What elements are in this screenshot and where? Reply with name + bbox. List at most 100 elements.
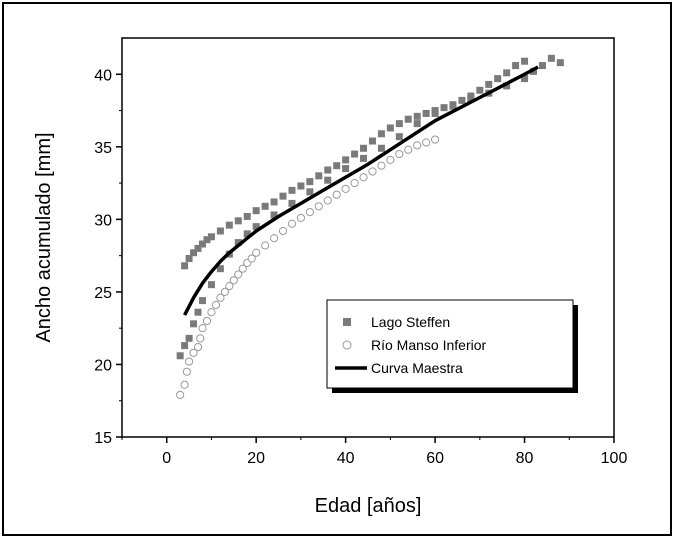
plot-box: [121, 37, 615, 438]
legend-label: Río Manso Inferior: [371, 337, 486, 353]
data-point-square: [351, 150, 359, 158]
data-point-circle: [216, 293, 225, 302]
data-point-square: [503, 82, 511, 90]
data-point-circle: [184, 357, 194, 366]
data-point-circle: [305, 208, 314, 217]
y-tick-label: 35: [94, 140, 112, 157]
data-point-square: [494, 75, 502, 83]
legend-box: [326, 299, 574, 389]
data-point-square: [324, 166, 332, 174]
data-point-square: [440, 104, 448, 112]
y-tick-label: 25: [94, 285, 112, 302]
data-point-circle: [368, 167, 377, 176]
data-point-square: [234, 239, 242, 247]
data-point-circle: [176, 390, 185, 400]
data-point-square: [288, 199, 296, 207]
x-axis-label: Edad [años]: [315, 495, 422, 517]
data-point-square: [395, 133, 403, 141]
data-point-square: [538, 62, 546, 70]
data-point-circle: [287, 219, 297, 228]
master-curve-line: [183, 65, 539, 316]
data-point-square: [467, 95, 475, 103]
data-point-square: [404, 115, 412, 123]
data-point-square: [306, 188, 314, 196]
x-axis: 0 20 40 60 80 100: [121, 437, 628, 467]
data-point-circle: [193, 342, 203, 352]
data-point-square: [297, 182, 305, 190]
data-point-circle: [278, 226, 288, 236]
data-point-square: [252, 207, 260, 215]
legend-label: Lago Steffen: [371, 314, 450, 330]
data-point-circle: [238, 264, 247, 273]
data-point-square: [360, 144, 368, 152]
data-point-square: [185, 255, 193, 263]
data-point-square: [234, 217, 242, 225]
series-1: [176, 135, 440, 400]
x-tick-label: 60: [426, 450, 444, 467]
data-point-square: [207, 281, 215, 289]
data-point-circle: [229, 276, 238, 285]
data-point-circle: [189, 348, 198, 357]
data-point-square: [521, 57, 529, 65]
data-point-square: [288, 186, 296, 194]
legend-marker-square: [343, 318, 351, 326]
data-point-square: [333, 162, 341, 170]
data-point-square: [315, 172, 323, 180]
series-2: [183, 65, 539, 316]
data-point-circle: [261, 241, 270, 250]
data-point-square: [413, 112, 421, 120]
data-point-square: [252, 223, 260, 231]
data-point-square: [431, 109, 439, 117]
data-point-square: [476, 86, 484, 94]
data-point-square: [181, 342, 189, 350]
data-point-square: [216, 227, 224, 235]
data-point-square: [324, 176, 332, 184]
data-point-circle: [220, 287, 229, 297]
data-point-square: [199, 297, 207, 305]
data-point-square: [342, 165, 350, 173]
data-point-square: [194, 308, 202, 316]
data-point-square: [306, 178, 314, 186]
data-point-circle: [430, 135, 440, 144]
data-point-square: [243, 212, 251, 220]
data-point-square: [185, 334, 193, 342]
x-tick-label: 20: [247, 450, 265, 467]
data-point-circle: [234, 270, 243, 279]
data-point-square: [194, 244, 202, 252]
plot-area: 15 20 25 30 35 40 0 20 40 60 80 100: [94, 37, 628, 467]
data-point-square: [190, 320, 198, 328]
data-point-circle: [211, 300, 221, 310]
data-point-square: [199, 240, 207, 248]
data-point-square: [413, 120, 421, 128]
y-axis-label: Ancho acumulado [mm]: [33, 132, 55, 342]
data-point-circle: [196, 334, 205, 343]
data-point-circle: [296, 213, 306, 223]
data-point-square: [395, 120, 403, 128]
data-point-square: [521, 75, 529, 83]
data-point-square: [386, 124, 394, 132]
data-point-square: [270, 198, 278, 206]
data-point-circle: [182, 367, 191, 376]
x-tick-label: 80: [516, 450, 534, 467]
data-point-circle: [395, 149, 404, 159]
y-tick-label: 20: [94, 357, 112, 374]
data-point-circle: [252, 248, 261, 257]
data-point-square: [556, 59, 564, 67]
data-point-circle: [314, 202, 323, 211]
x-tick-label: 100: [601, 450, 628, 467]
y-tick-label: 15: [94, 430, 112, 447]
data-point-square: [342, 156, 350, 164]
data-point-circle: [386, 155, 395, 164]
data-point-square: [360, 154, 368, 162]
data-point-square: [207, 233, 215, 241]
figure-frame: [2, 2, 672, 536]
data-point-square: [485, 80, 493, 88]
data-point-circle: [413, 141, 422, 150]
data-point-circle: [247, 254, 256, 263]
data-point-square: [216, 265, 224, 273]
data-point-circle: [202, 316, 212, 326]
data-point-circle: [422, 138, 431, 147]
data-point-circle: [332, 190, 341, 199]
data-point-square: [547, 54, 555, 62]
